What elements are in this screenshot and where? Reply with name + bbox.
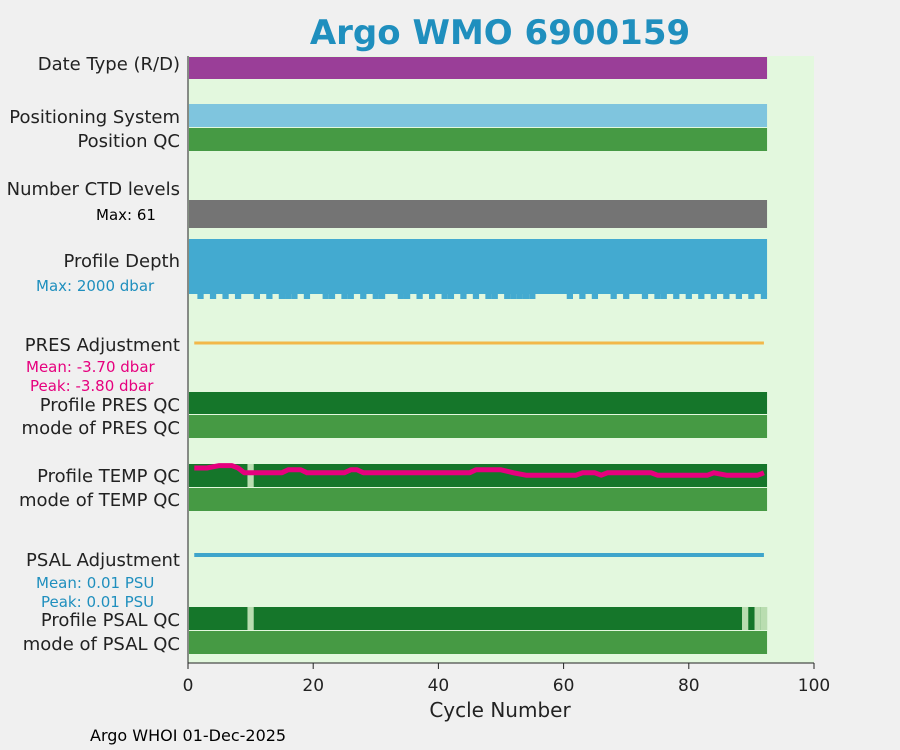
x-axis: 0 20 40 60 80 100 [183, 56, 830, 696]
depth-bar [403, 293, 411, 299]
depth-bar [278, 293, 286, 299]
x-tick-label: 0 [183, 676, 194, 696]
depth-bar [429, 293, 436, 299]
depth-bar [347, 293, 354, 299]
x-tick-label: 20 [302, 676, 324, 696]
depth-bar [322, 293, 329, 299]
depth-bar [372, 293, 379, 299]
depth-bar [472, 293, 480, 299]
psal-qc-pale-segment [760, 607, 768, 630]
row-label-profile-psal-qc: Profile PSAL QC [41, 610, 180, 631]
row-label-mode-psal-qc: mode of PSAL QC [23, 634, 180, 655]
band-ctd-levels [189, 200, 768, 228]
band-mode-psal-qc [189, 631, 768, 654]
depth-bar [222, 293, 229, 299]
row-label-profile-temp-qc: Profile TEMP QC [37, 466, 180, 487]
depth-bar [485, 293, 492, 299]
depth-bar [698, 293, 705, 299]
row-labels: Date Type (R/D) Positioning System Positio… [7, 54, 180, 655]
band-positioning [189, 104, 768, 127]
depth-bar [491, 293, 498, 299]
depth-bar [673, 293, 680, 299]
depth-bar [641, 293, 649, 299]
psal-qc-pale-segment [754, 607, 761, 630]
band-profile-depth [189, 239, 768, 294]
row-label-position-qc: Position QC [77, 131, 180, 152]
band-mode-temp-qc [189, 488, 768, 511]
x-tick-label: 40 [428, 676, 450, 696]
depth-bar [441, 293, 448, 299]
depth-bar [378, 293, 386, 299]
row-label-profile-depth: Profile Depth [63, 251, 180, 272]
row-label-profile-pres-qc: Profile PRES QC [40, 395, 180, 416]
depth-bar [591, 293, 599, 299]
chart-title: Argo WMO 6900159 [310, 13, 690, 53]
depth-bar [522, 293, 530, 299]
band-mode-pres-qc [189, 415, 768, 438]
depth-bar [748, 293, 755, 299]
row-note-pres-adjustment: Mean: -3.70 dbar [26, 358, 156, 376]
depth-bar [685, 293, 692, 299]
x-tick-label: 80 [678, 676, 700, 696]
depth-bar [303, 293, 311, 299]
row-note-ctd-levels: Max: 61 [96, 206, 156, 224]
depth-bar [735, 293, 743, 299]
depth-bar [516, 293, 523, 299]
depth-bar [760, 293, 768, 299]
depth-bar [566, 293, 573, 299]
footer-credit: Argo WHOI 01-Dec-2025 [90, 726, 286, 745]
row-label-ctd-levels: Number CTD levels [7, 179, 180, 200]
depth-bar [623, 293, 630, 299]
temp-adjustment-line [194, 463, 765, 478]
depth-bar [710, 293, 717, 299]
temp-qc-pale-segment [247, 464, 254, 487]
depth-bar [285, 293, 292, 299]
psal-qc-pale-segment [247, 607, 254, 630]
row-label-positioning: Positioning System [9, 107, 180, 128]
band-profile-psal-qc [189, 607, 768, 630]
x-tick-label: 100 [798, 676, 830, 696]
row-note-psal-adjustment: Mean: 0.01 PSU [36, 574, 154, 592]
depth-bar [291, 293, 298, 299]
row-label-psal-adjustment: PSAL Adjustment [26, 550, 180, 571]
plot-area [188, 56, 814, 663]
depth-bar [341, 293, 348, 299]
row-note2-psal-adjustment: Peak: 0.01 PSU [41, 593, 154, 611]
depth-bar [266, 293, 273, 299]
row-label-date-type: Date Type (R/D) [38, 54, 180, 75]
row-note2-pres-adjustment: Peak: -3.80 dbar [30, 377, 154, 395]
depth-bar [209, 293, 217, 299]
band-profile-temp-qc [189, 464, 768, 487]
row-label-pres-adjustment: PRES Adjustment [25, 335, 180, 356]
depth-bar [328, 293, 336, 299]
row-label-mode-pres-qc: mode of PRES QC [22, 418, 180, 439]
depth-bar [360, 293, 367, 299]
depth-bar [504, 293, 511, 299]
depth-bar [610, 293, 617, 299]
depth-bar [234, 293, 242, 299]
depth-bar [579, 293, 586, 299]
data-marks [189, 57, 768, 654]
band-date-type [189, 57, 768, 79]
depth-bar [510, 293, 517, 299]
depth-bar [447, 293, 455, 299]
depth-bar [723, 293, 730, 299]
x-tick-label: 60 [553, 676, 575, 696]
row-note-profile-depth: Max: 2000 dbar [36, 277, 155, 295]
depth-bar [529, 293, 536, 299]
depth-bar [397, 293, 404, 299]
depth-bar [197, 293, 204, 299]
depth-bar [654, 293, 661, 299]
depth-bar [253, 293, 260, 299]
depth-bar [460, 293, 467, 299]
band-position-qc [189, 128, 768, 151]
depth-bar [416, 293, 423, 299]
band-profile-pres-qc [189, 392, 768, 414]
row-label-mode-temp-qc: mode of TEMP QC [19, 490, 180, 511]
depth-bar [660, 293, 667, 299]
psal-qc-pale-segment [742, 607, 749, 630]
x-axis-label: Cycle Number [429, 698, 571, 722]
